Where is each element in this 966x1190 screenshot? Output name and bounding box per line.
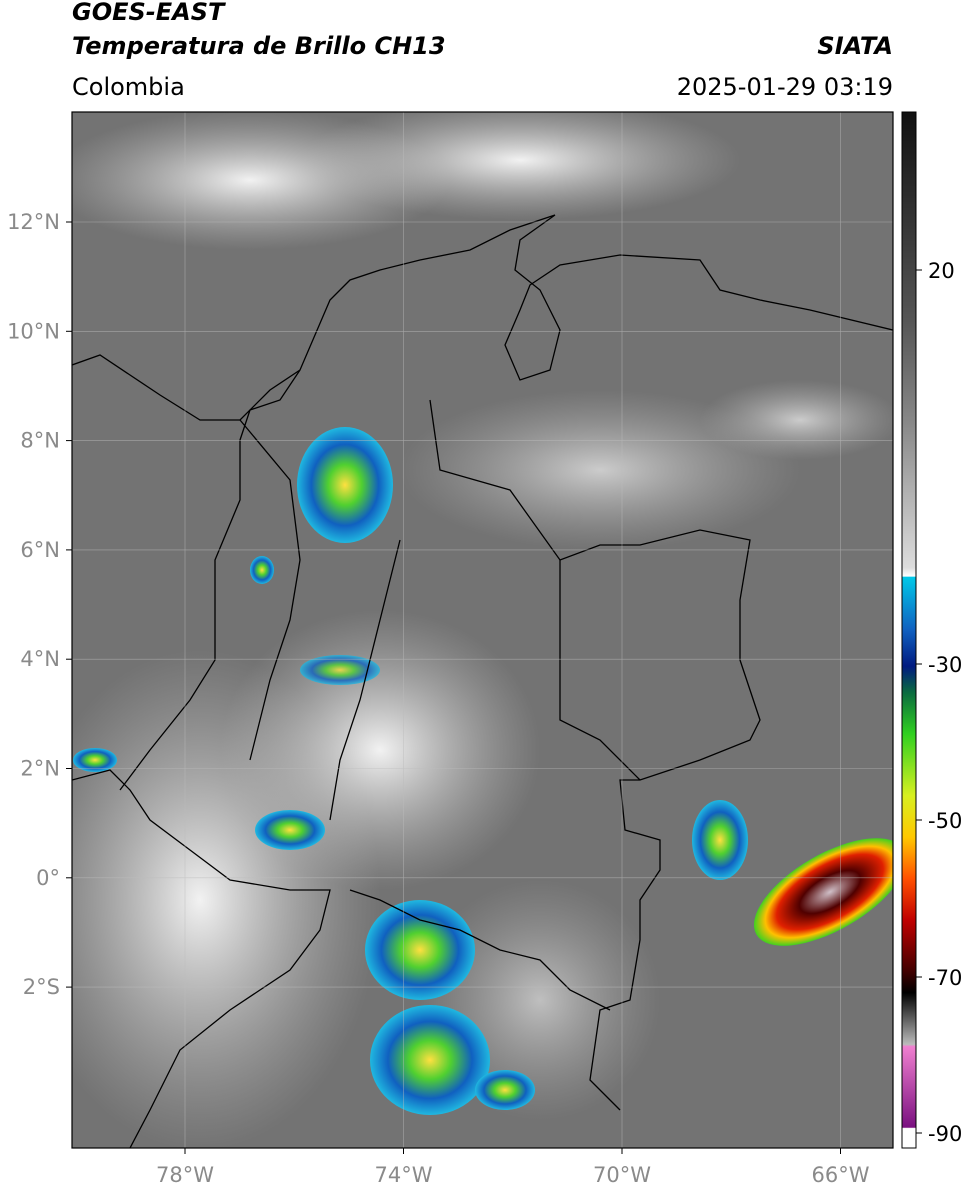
source: SIATA	[817, 32, 893, 60]
lat-label: 12°N	[7, 210, 60, 234]
lat-label: 2°N	[20, 757, 60, 781]
product-title: Temperatura de Brillo CH13	[72, 32, 446, 60]
timestamp: 2025-01-29 03:19	[677, 73, 893, 101]
lat-label: 0°	[36, 866, 60, 890]
colorbar-label: -90	[928, 1122, 962, 1146]
colorbar	[901, 111, 917, 1149]
satellite-image	[72, 112, 893, 1148]
satellite-title: GOES-EAST	[72, 0, 226, 26]
lon-label: 74°W	[375, 1163, 433, 1187]
lat-label: 8°N	[20, 429, 60, 453]
lat-label: 6°N	[20, 538, 60, 562]
lat-label: 2°S	[23, 975, 60, 999]
lon-label: 70°W	[593, 1163, 651, 1187]
colorbar-label: -50	[928, 809, 962, 833]
lon-label: 66°W	[812, 1163, 870, 1187]
graticule	[72, 112, 893, 1148]
region: Colombia	[72, 73, 185, 101]
lon-label: 78°W	[156, 1163, 214, 1187]
colorbar-label: 20	[928, 259, 955, 283]
map-frame	[71, 111, 894, 1149]
colorbar-label: -70	[928, 966, 962, 990]
lat-label: 4°N	[20, 647, 60, 671]
colorbar-label: -30	[928, 653, 962, 677]
lat-label: 10°N	[7, 319, 60, 343]
